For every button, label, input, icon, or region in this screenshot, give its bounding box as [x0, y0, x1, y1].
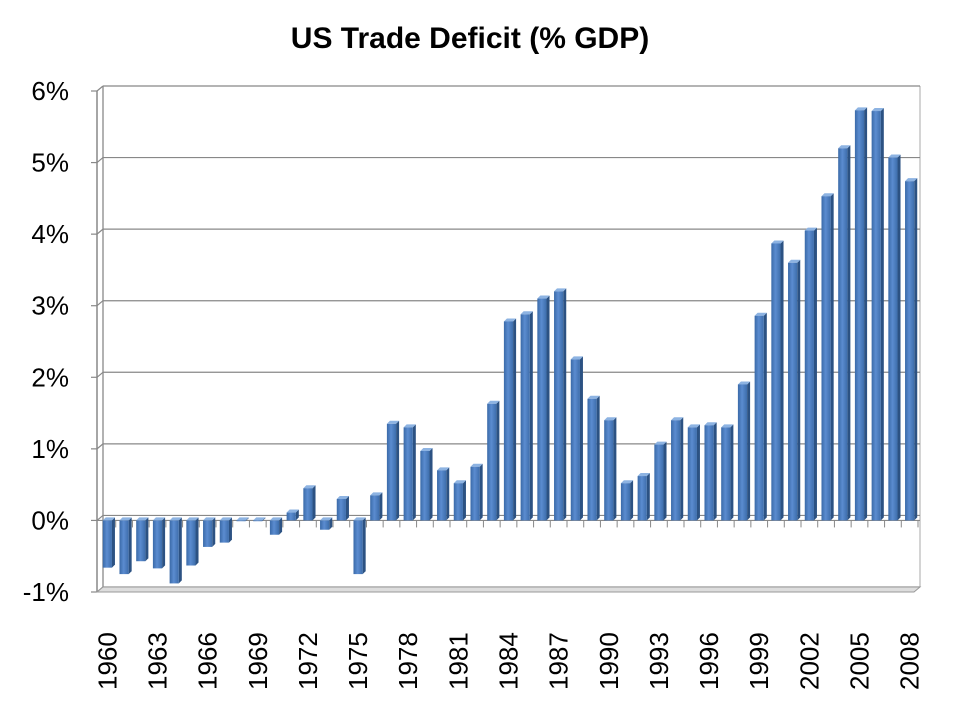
y-tick-label: 0%: [31, 505, 69, 535]
bar-2007: [888, 154, 901, 521]
bar-1990: [604, 417, 617, 521]
x-tick-label: 1987: [544, 632, 574, 690]
x-tick-label: 1963: [143, 632, 173, 690]
x-tick-label: 1999: [744, 632, 774, 690]
bar-1998: [737, 381, 751, 521]
x-tick-label: 2005: [845, 632, 875, 690]
bar-1985: [520, 311, 533, 521]
bar-1970: [269, 517, 283, 535]
bar-2000: [771, 240, 784, 521]
bar-2002: [804, 227, 817, 521]
bar-1974: [336, 495, 349, 521]
bar-1981: [453, 480, 466, 521]
bar-1984: [503, 318, 517, 521]
bar-1980: [437, 467, 450, 521]
y-tick-label: -1%: [23, 577, 69, 607]
x-tick-label: 1960: [92, 632, 122, 690]
bar-1982: [470, 463, 483, 521]
y-tick-label: 2%: [31, 362, 69, 392]
chart-title: US Trade Deficit (% GDP): [291, 22, 649, 55]
bar-2003: [821, 193, 834, 521]
bar-1977: [386, 420, 400, 521]
x-tick-label: 1966: [193, 632, 223, 690]
bar-1967: [219, 517, 232, 543]
x-tick-label: 1975: [343, 632, 373, 690]
bar-1976: [370, 492, 383, 521]
bar-1964: [169, 517, 182, 584]
y-tick-label: 4%: [31, 219, 69, 249]
bar-1994: [671, 417, 684, 521]
bar-1963: [152, 517, 166, 569]
x-tick-label: 2002: [794, 632, 824, 690]
bar-1997: [721, 424, 734, 521]
x-axis-ticks: 1960 1963 1966 1969 1972 1975 1978 1981 1984 1987…: [92, 520, 925, 690]
bar-1989: [587, 395, 600, 521]
x-tick-label: 1978: [393, 632, 423, 690]
bar-1968: [236, 517, 249, 522]
y-tick-label: 1%: [31, 434, 69, 464]
bar-2005: [854, 107, 868, 521]
chart-floor: [95, 586, 922, 593]
bar-1965: [186, 517, 199, 566]
bar-1987: [554, 288, 567, 521]
bar-2006: [871, 108, 884, 521]
x-tick-label: 1993: [644, 632, 674, 690]
bar-1978: [403, 424, 416, 521]
bar-1962: [136, 517, 149, 562]
bars: [102, 107, 918, 584]
bar-1995: [687, 424, 700, 521]
y-tick-label: 6%: [31, 76, 69, 106]
bar-1988: [570, 356, 583, 521]
bar-1991: [620, 480, 634, 521]
x-tick-label: 1981: [443, 632, 473, 690]
bar-1966: [203, 517, 216, 547]
bar-1993: [654, 441, 667, 521]
y-tick-label: 3%: [31, 291, 69, 321]
bar-1960: [102, 517, 115, 568]
bar-1986: [537, 295, 550, 521]
x-tick-label: 1984: [494, 632, 524, 690]
bar-1996: [704, 422, 717, 521]
x-tick-label: 1969: [243, 632, 273, 690]
x-tick-label: 2008: [895, 632, 925, 690]
bar-1975: [353, 517, 366, 575]
bar-1973: [320, 517, 333, 530]
bar-1992: [637, 473, 650, 521]
x-tick-label: 1990: [594, 632, 624, 690]
bar-1979: [420, 448, 433, 521]
bar-2001: [788, 259, 801, 521]
bar-2004: [838, 145, 851, 521]
bar-1969: [253, 517, 266, 522]
bar-1971: [286, 509, 299, 521]
bar-2008: [905, 178, 918, 521]
y-axis-ticks: -1% 0% 1% 2% 3% 4% 5% 6%: [23, 76, 69, 607]
x-tick-label: 1972: [293, 632, 323, 690]
bar-1961: [119, 517, 132, 575]
bar-1983: [487, 400, 500, 521]
bar-1999: [754, 312, 767, 521]
bar-1972: [303, 485, 316, 521]
y-tick-label: 5%: [31, 148, 69, 178]
x-tick-label: 1996: [694, 632, 724, 690]
